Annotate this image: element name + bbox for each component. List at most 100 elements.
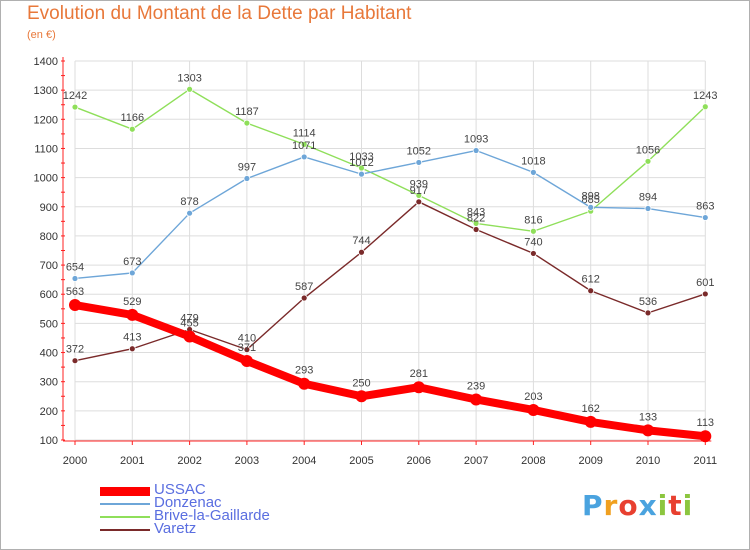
x-tick-label: 2009 — [578, 455, 602, 467]
data-label: 133 — [639, 411, 657, 423]
data-point — [587, 203, 595, 211]
data-point — [584, 415, 597, 428]
data-label: 894 — [639, 192, 657, 204]
data-point — [415, 159, 423, 166]
data-label: 744 — [352, 235, 370, 247]
data-point — [472, 147, 480, 154]
x-tick-label: 2011 — [693, 455, 717, 467]
data-point — [300, 153, 308, 161]
data-label: 1056 — [636, 144, 660, 156]
data-label: 1093 — [464, 134, 488, 146]
data-label: 843 — [467, 206, 485, 218]
data-label: 1052 — [407, 145, 431, 157]
data-point — [298, 377, 311, 390]
y-tick-label: 1200 — [34, 114, 58, 126]
y-tick-label: 500 — [40, 318, 58, 330]
data-label: 203 — [524, 391, 542, 403]
data-label: 898 — [582, 190, 600, 202]
y-tick-label: 900 — [40, 202, 58, 214]
data-point — [412, 381, 425, 394]
data-point — [472, 226, 480, 233]
data-point — [300, 140, 308, 148]
x-tick-label: 2007 — [464, 455, 488, 467]
x-tick-label: 2006 — [407, 455, 431, 467]
legend-label: Varetz — [154, 520, 197, 537]
data-label: 563 — [66, 286, 84, 298]
legend-label: USSAC — [154, 481, 206, 498]
data-label: 372 — [66, 344, 84, 356]
x-tick-label: 2002 — [177, 455, 201, 467]
data-label: 997 — [238, 161, 256, 173]
y-tick-label: 100 — [40, 435, 58, 447]
legend-label: Brive-la-Gaillarde — [154, 507, 270, 524]
data-point — [355, 390, 368, 403]
logo-letter: x — [638, 489, 658, 522]
series-line-donzenac — [74, 149, 706, 280]
data-point — [642, 424, 654, 437]
data-point — [415, 191, 423, 199]
legend-swatch — [100, 516, 150, 518]
x-tick-label: 2010 — [636, 455, 660, 467]
data-label: 885 — [582, 194, 600, 206]
data-point — [183, 330, 196, 343]
data-label: 413 — [123, 332, 141, 344]
y-tick-label: 700 — [40, 260, 58, 272]
data-point — [358, 170, 365, 178]
data-label: 479 — [180, 313, 198, 325]
data-label: 816 — [524, 214, 542, 226]
data-label: 250 — [352, 377, 370, 389]
data-label: 1012 — [349, 157, 373, 169]
data-label: 1033 — [349, 151, 373, 163]
data-point — [126, 308, 139, 321]
data-point — [186, 209, 194, 217]
data-point — [530, 168, 537, 176]
data-label: 162 — [582, 403, 600, 415]
y-tick-label: 800 — [40, 231, 58, 243]
legend-swatch — [100, 529, 150, 531]
data-point — [243, 346, 251, 354]
logo-letter: i — [682, 489, 694, 522]
data-point — [701, 103, 709, 111]
y-tick-label: 1000 — [34, 173, 58, 185]
data-label: 281 — [410, 368, 428, 380]
data-label: 293 — [295, 365, 313, 377]
legend-label: Donzenac — [154, 494, 222, 511]
y-tick-label: 1300 — [34, 85, 58, 97]
data-point — [71, 357, 79, 365]
data-point — [530, 250, 537, 257]
chart-title: Evolution du Montant de la Dette par Hab… — [27, 3, 412, 24]
x-tick-label: 2000 — [63, 455, 87, 467]
data-label: 654 — [66, 261, 84, 273]
data-point — [470, 393, 483, 406]
data-point — [699, 430, 712, 443]
y-tick-label: 400 — [40, 348, 58, 360]
data-label: 601 — [696, 277, 714, 289]
data-point — [415, 198, 423, 206]
logo-letter: r — [603, 489, 619, 522]
data-point — [701, 214, 709, 221]
data-label: 1187 — [235, 106, 259, 118]
data-label: 878 — [180, 196, 198, 208]
data-label: 529 — [123, 296, 141, 308]
data-label: 587 — [295, 281, 313, 293]
logo-letter: t — [668, 489, 683, 522]
data-point — [69, 299, 81, 312]
data-label: 1018 — [521, 155, 545, 167]
data-label: 1303 — [177, 72, 201, 84]
legend-swatch — [100, 486, 150, 496]
data-point — [128, 269, 136, 277]
data-point — [358, 248, 365, 256]
data-label: 239 — [467, 380, 485, 392]
series-line-ussac — [71, 301, 710, 441]
data-point — [701, 290, 709, 298]
data-point — [530, 227, 537, 235]
data-point — [71, 103, 79, 111]
data-point — [240, 354, 253, 367]
data-label: 113 — [697, 417, 715, 429]
data-label: 455 — [180, 318, 198, 330]
x-tick-label: 2001 — [120, 455, 144, 467]
x-tick-label: 2008 — [521, 455, 545, 467]
data-label: 1114 — [293, 127, 316, 139]
